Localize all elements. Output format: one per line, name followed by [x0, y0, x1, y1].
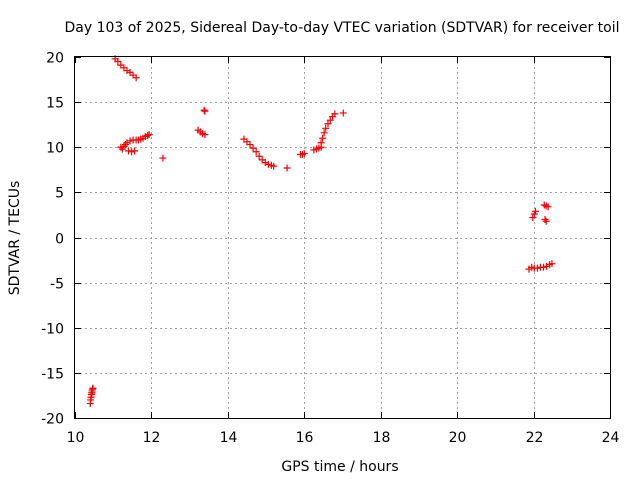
data-point	[317, 139, 325, 147]
data-point	[324, 120, 332, 128]
y-axis-label: SDTVAR / TECUs	[7, 181, 23, 296]
y-tick-label: 20	[46, 51, 64, 67]
data-point	[249, 144, 257, 152]
data-point	[548, 260, 556, 268]
data-point	[270, 162, 278, 170]
data-point	[132, 74, 140, 82]
data-point	[533, 264, 541, 272]
data-point	[540, 263, 548, 271]
data-point	[326, 116, 334, 124]
x-axis-label: GPS time / hours	[281, 459, 398, 475]
data-point	[300, 150, 308, 158]
x-tick-label: 14	[220, 430, 238, 446]
data-point	[126, 137, 134, 145]
data-point	[541, 215, 549, 223]
data-point	[125, 147, 132, 155]
chart-title: Day 103 of 2025, Sidereal Day-to-day VTE…	[64, 20, 619, 36]
data-point	[144, 132, 152, 140]
data-point	[319, 134, 327, 142]
data-point	[131, 147, 139, 155]
data-point	[529, 214, 537, 222]
x-tick-label: 20	[449, 430, 467, 446]
data-point	[246, 141, 254, 149]
data-point	[201, 107, 209, 115]
grid	[75, 57, 610, 418]
y-tick-label: 0	[55, 232, 64, 248]
data-points	[86, 55, 556, 408]
y-tick-label: -20	[41, 412, 64, 428]
plot-frame	[74, 56, 611, 419]
y-tick-label: 5	[55, 186, 64, 202]
y-tick-label: 15	[46, 96, 64, 112]
data-point	[114, 58, 122, 66]
data-point	[201, 131, 209, 139]
x-tick-label: 22	[526, 430, 544, 446]
data-point	[89, 384, 97, 392]
x-tick-label: 18	[373, 430, 391, 446]
data-point	[283, 164, 291, 172]
data-point	[255, 152, 263, 160]
x-tick-label: 16	[296, 430, 314, 446]
data-point	[252, 148, 260, 156]
y-tick-label: -15	[41, 367, 64, 383]
x-tick-label: 10	[67, 430, 85, 446]
data-point	[200, 106, 208, 114]
data-point	[544, 203, 552, 211]
y-tick-label: -5	[50, 277, 64, 293]
data-point	[322, 124, 330, 132]
data-point	[145, 131, 153, 139]
data-point	[264, 160, 272, 168]
x-tick-label: 12	[143, 430, 161, 446]
data-point	[123, 139, 131, 147]
y-tick-label: -10	[41, 322, 64, 338]
x-tick-label: 24	[602, 430, 620, 446]
data-point	[320, 129, 328, 137]
data-point	[531, 207, 539, 215]
data-point	[339, 109, 347, 117]
tick-labels: 10 12 14 16 18 20 22 24 -20 -15 -10 -5 0 5 10 15 20	[41, 51, 619, 447]
y-tick-label: 10	[46, 141, 64, 157]
data-point	[159, 154, 167, 162]
data-point	[128, 148, 136, 156]
data-point	[331, 110, 339, 118]
data-point	[542, 217, 550, 225]
